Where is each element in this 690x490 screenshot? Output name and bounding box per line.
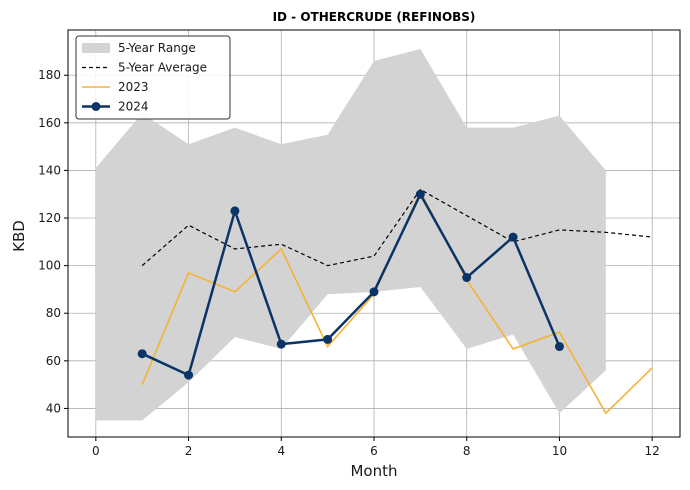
x-tick-label: 8	[463, 444, 471, 458]
series-point	[508, 232, 518, 242]
series-line-3	[141, 191, 561, 377]
x-tick-label: 4	[277, 444, 285, 458]
legend-marker	[91, 102, 101, 111]
x-tick-label: 0	[92, 444, 100, 458]
x-tick-label: 2	[185, 444, 193, 458]
legend-label: 5-Year Range	[118, 41, 196, 55]
y-tick-label: 180	[38, 68, 61, 82]
y-tick-label: 160	[38, 116, 61, 130]
legend-label: 5-Year Average	[118, 61, 207, 75]
series-point	[554, 342, 564, 352]
series-point	[276, 339, 286, 349]
series-point	[462, 273, 472, 283]
series-point	[230, 206, 240, 216]
legend: 5-Year Range 5-Year Average 2023 2024	[75, 35, 231, 120]
x-axis-label: Month	[350, 462, 397, 480]
y-tick-label: 100	[38, 259, 61, 273]
series-point	[415, 189, 425, 199]
y-axis-label: KBD	[10, 220, 28, 252]
y-tick-label: 80	[46, 306, 61, 320]
series-point	[137, 349, 147, 359]
chart-title: ID - OTHERCRUDE (REFINOBS)	[273, 10, 476, 24]
y-tick-label: 140	[38, 163, 61, 177]
plot-area: 0 2 4 6 8 10 12 40 60 80 100 120 140 160 180	[38, 29, 681, 458]
y-tick-label: 40	[46, 401, 61, 415]
legend-swatch	[82, 43, 110, 53]
x-tick-label: 6	[370, 444, 378, 458]
x-tick-label: 12	[645, 444, 660, 458]
series-point	[323, 334, 333, 344]
legend-label: 2023	[118, 80, 149, 94]
y-tick-label: 60	[46, 354, 61, 368]
y-tick-label: 120	[38, 211, 61, 225]
series-point	[369, 287, 379, 297]
legend-label: 2024	[118, 100, 149, 114]
x-tick-label: 10	[552, 444, 567, 458]
legend-box	[75, 35, 231, 120]
range-band	[95, 49, 606, 421]
series-point	[184, 370, 194, 380]
